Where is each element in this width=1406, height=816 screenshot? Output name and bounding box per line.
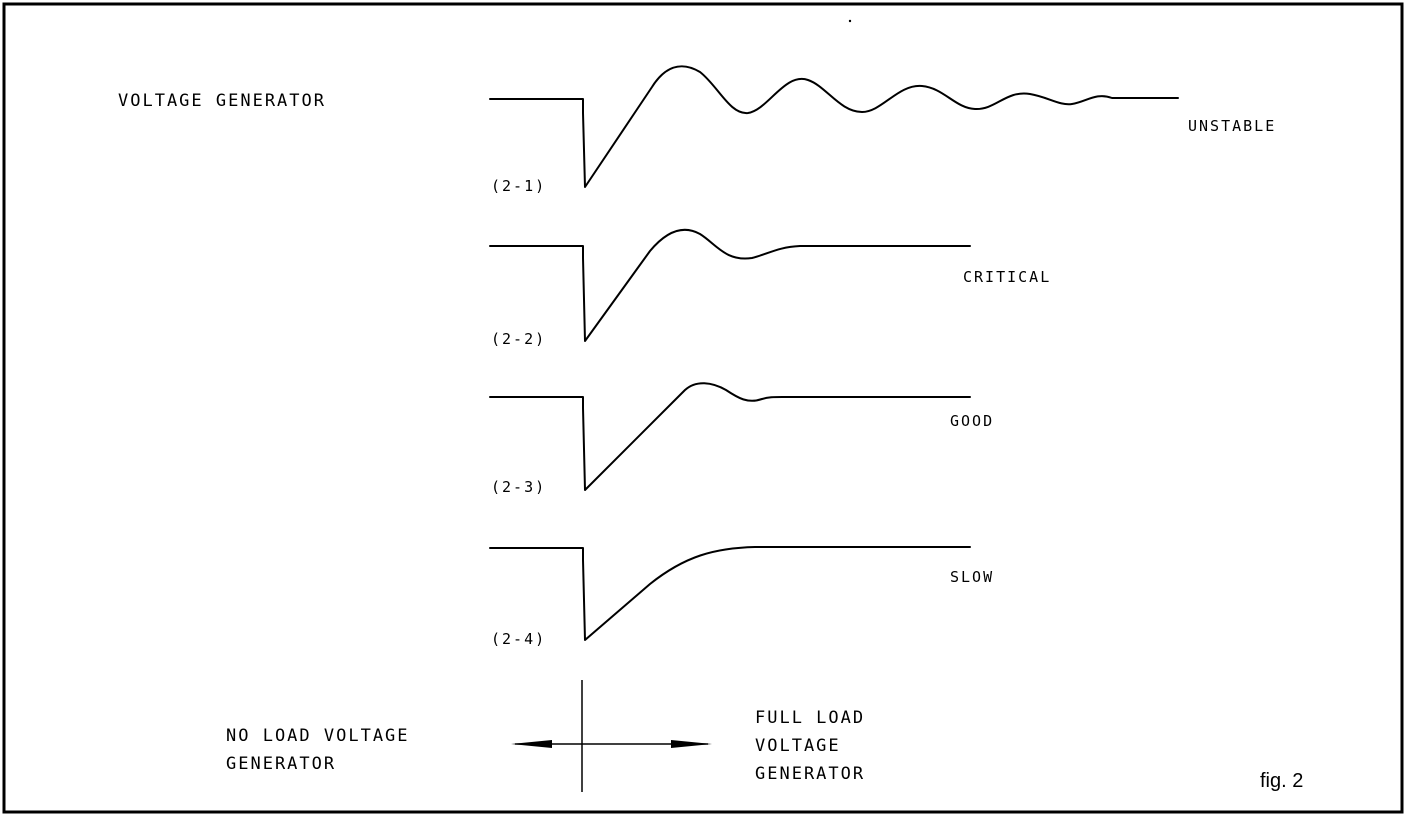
arrow-right-icon [671, 740, 712, 748]
trace-good-waveform [489, 382, 971, 491]
full-load-label-line1: FULL LOAD [755, 708, 865, 728]
trace-label-unstable: UNSTABLE [1188, 117, 1276, 135]
trace-id-2-4: (2-4) [491, 630, 546, 648]
arrow-left-icon [511, 740, 552, 748]
trace-id-2-1: (2-1) [491, 177, 546, 195]
full-load-label-line3: GENERATOR [755, 764, 865, 784]
figure-label: fig. 2 [1260, 770, 1303, 792]
no-load-label-line1: NO LOAD VOLTAGE [226, 726, 410, 746]
trace-id-2-2: (2-2) [491, 330, 546, 348]
trace-slow-waveform [489, 546, 971, 641]
trace-unstable-waveform [489, 65, 1179, 188]
trace-label-good: GOOD [950, 412, 994, 430]
no-load-label-line2: GENERATOR [226, 754, 336, 774]
trace-label-slow: SLOW [950, 568, 994, 586]
diagram-title: VOLTAGE GENERATOR [118, 91, 326, 111]
trace-critical-waveform [489, 228, 971, 342]
trace-id-2-3: (2-3) [491, 478, 546, 496]
trace-label-critical: CRITICAL [963, 268, 1051, 286]
stray-dot [848, 19, 852, 23]
full-load-label-line2: VOLTAGE [755, 736, 841, 756]
